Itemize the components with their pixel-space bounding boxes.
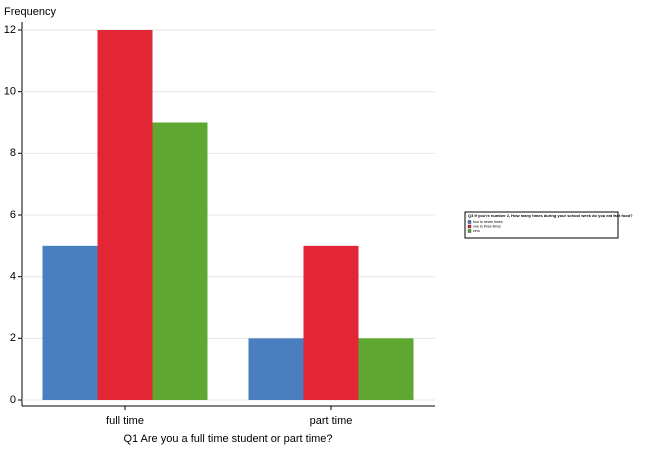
y-tick-label: 4	[10, 271, 16, 283]
bar	[42, 245, 98, 400]
bar	[152, 122, 208, 400]
legend-swatch	[467, 220, 472, 224]
legend-title: Q3 If you're number 2, How many times du…	[468, 213, 633, 218]
y-tick-label: 8	[10, 147, 16, 159]
y-tick-label: 6	[10, 209, 16, 221]
x-tick-label: part time	[310, 415, 353, 427]
x-tick-label: full time	[106, 415, 144, 427]
y-tick-label: 10	[4, 86, 16, 98]
y-tick-label: 12	[4, 24, 16, 36]
legend-swatch	[467, 229, 472, 233]
legend-label: four to seven times	[473, 220, 503, 224]
legend-label: zero	[473, 229, 480, 233]
bar	[358, 338, 414, 400]
x-axis-label: Q1 Are you a full time student or part t…	[123, 433, 332, 445]
y-tick-label: 2	[10, 332, 16, 344]
legend-box	[464, 211, 619, 239]
y-axis-label: Frequency	[4, 6, 56, 18]
bar	[248, 338, 304, 400]
legend-label: one to three times	[473, 224, 501, 228]
y-tick-label: 0	[10, 394, 16, 406]
bar	[303, 245, 359, 400]
legend-swatch	[467, 224, 472, 229]
bar	[97, 30, 153, 400]
